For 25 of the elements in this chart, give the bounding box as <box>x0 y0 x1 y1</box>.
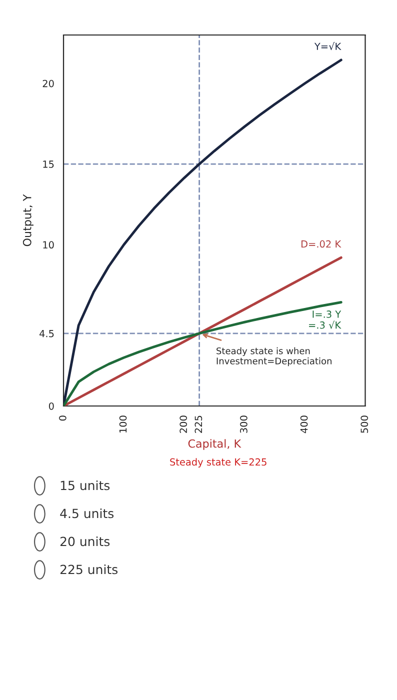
series-label: I=.3 Y =.3 √K <box>309 310 342 329</box>
x-tick-label: 100 <box>119 416 127 433</box>
x-tick-label: 225 <box>194 416 202 433</box>
text: 20 units <box>60 536 110 546</box>
x-tick-label: 300 <box>240 416 248 433</box>
line-series <box>64 301 342 406</box>
y-tick-label: 20 <box>42 80 54 88</box>
y-tick-label: 10 <box>43 241 54 249</box>
series-label: D=.02 K <box>301 240 342 248</box>
y-axis-title: Output, Y <box>22 194 34 246</box>
text: 4.5 units <box>60 508 114 518</box>
series-label: Y=√K <box>314 42 342 50</box>
text: 15 units <box>60 480 110 490</box>
annotation: Steady state is when Investment=Depreciation <box>216 347 332 366</box>
x-tick-label: 500 <box>360 416 368 433</box>
x-axis-title: Capital, K <box>188 439 242 450</box>
line-series <box>64 256 342 406</box>
x-tick-label: 200 <box>180 416 188 433</box>
text: 225 units <box>60 564 118 574</box>
y-tick-label: 0 <box>48 402 54 410</box>
x-tick-label: 0 <box>58 416 66 421</box>
text: Steady state K=225 <box>170 458 266 468</box>
x-tick-label: 400 <box>300 416 308 434</box>
y-tick-label: 15 <box>43 160 54 168</box>
y-tick-label: 4.5 <box>40 330 54 338</box>
